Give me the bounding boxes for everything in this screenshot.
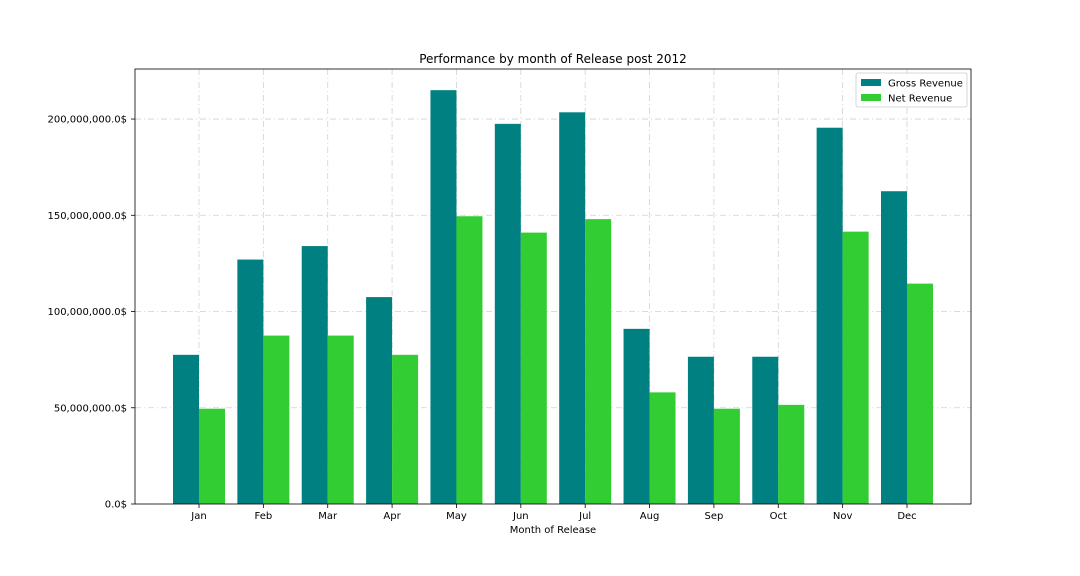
legend-label-net-revenue: Net Revenue: [888, 94, 952, 105]
legend-box: [855, 72, 968, 108]
y-tick-label: 50,000,000.0$: [54, 403, 127, 414]
bar-net-revenue-mar: [327, 335, 354, 504]
y-tick-label: 100,000,000.0$: [47, 307, 127, 318]
x-tick-label-nov: Nov: [833, 511, 853, 522]
bar-gross-revenue-dec: [881, 191, 907, 504]
y-tick-label: 0.0$: [105, 500, 127, 511]
x-tick-label-dec: Dec: [897, 511, 916, 522]
x-axis-title: Month of Release: [510, 525, 596, 536]
axes: 0.0$ 50,000,000.0$ 100,000,000.0$ 150,000,0…: [47, 68, 972, 522]
bar-net-revenue-dec: [907, 283, 933, 504]
x-tick-label-feb: Feb: [255, 511, 273, 522]
bar-net-revenue-apr: [392, 354, 419, 504]
bar-gross-revenue-jul: [559, 112, 586, 504]
x-tick-label-oct: Oct: [770, 511, 787, 522]
bar-gross-revenue-oct: [752, 356, 779, 504]
bar-net-revenue-nov: [842, 231, 869, 504]
bar-gross-revenue-sep: [687, 356, 714, 504]
legend: Gross Revenue Net Revenue: [855, 72, 968, 108]
bar-net-revenue-jun: [520, 232, 547, 504]
x-tick-label-may: May: [446, 511, 467, 522]
bar-gross-revenue-nov: [816, 127, 843, 504]
bar-net-revenue-may: [456, 216, 483, 504]
x-tick-label-jun: Jun: [512, 511, 529, 522]
x-tick-label-jul: Jul: [578, 511, 591, 522]
x-tick-label-apr: Apr: [383, 511, 401, 522]
bar-net-revenue-jan: [199, 408, 225, 504]
legend-label-gross-revenue: Gross Revenue: [888, 79, 963, 90]
plot-frame: [134, 68, 972, 505]
legend-swatch-gross-revenue: [861, 79, 881, 86]
bar-gross-revenue-may: [430, 90, 457, 504]
bar-gross-revenue-apr: [366, 297, 393, 504]
bar-net-revenue-jul: [585, 219, 612, 504]
bar-gross-revenue-mar: [301, 246, 328, 504]
bar-gross-revenue-feb: [237, 259, 264, 504]
bar-gross-revenue-jun: [494, 123, 521, 504]
legend-swatch-net-revenue: [861, 94, 881, 101]
x-tick-label-aug: Aug: [640, 511, 660, 522]
y-tick-label: 200,000,000.0$: [47, 115, 127, 126]
bar-gross-revenue-jan: [173, 354, 199, 504]
bar-net-revenue-sep: [713, 408, 740, 504]
x-tick-label-mar: Mar: [318, 511, 338, 522]
bar-gross-revenue-aug: [623, 328, 650, 504]
x-tick-label-jan: Jan: [190, 511, 206, 522]
chart-title: Performance by month of Release post 201…: [419, 52, 687, 66]
bar-net-revenue-feb: [263, 335, 290, 504]
bar-net-revenue-oct: [778, 404, 805, 504]
bar-net-revenue-aug: [649, 392, 676, 504]
bars: [173, 90, 933, 504]
x-tick-label-sep: Sep: [704, 511, 723, 522]
y-tick-label: 150,000,000.0$: [47, 211, 127, 222]
